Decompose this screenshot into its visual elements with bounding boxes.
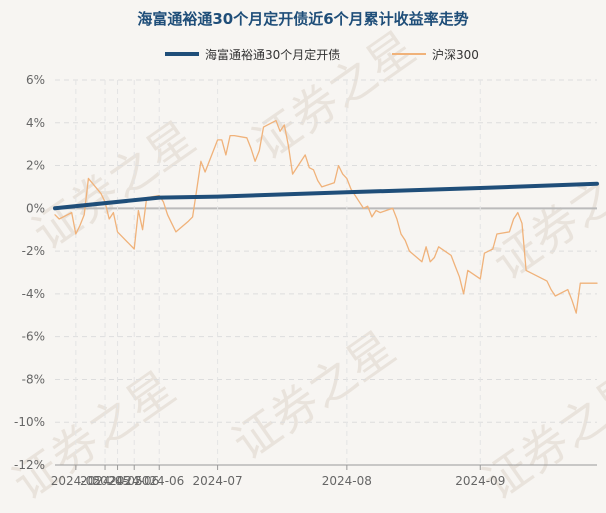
y-tick-label: 0% (26, 201, 45, 215)
x-tick-label: 2024-05 (80, 474, 130, 488)
x-tick-label: 2024-09 (455, 474, 505, 488)
x-tick-label: 2024-07 (193, 474, 243, 488)
legend-swatch-fund (165, 52, 199, 56)
y-tick-label: -10% (14, 415, 45, 429)
x-tick-label: 2024-08 (322, 474, 372, 488)
y-tick-label: -4% (22, 287, 45, 301)
line-chart: 6%4%2%0%-2%-4%-6%-8%-10%-12%2024-052024-… (14, 73, 599, 488)
x-tick-label: 2024-06 (109, 474, 159, 488)
chart-title: 海富通裕通30个月定开债近6个月累计收益率走势 (137, 10, 469, 28)
y-tick-label: -8% (22, 372, 45, 386)
y-tick-label: -2% (22, 244, 45, 258)
legend: 海富通裕通30个月定开债 沪深300 (0, 44, 606, 64)
legend-item-index: 沪深300 (392, 44, 479, 64)
legend-label-index: 沪深300 (432, 47, 479, 62)
x-tick-label: 2024-05 (92, 474, 142, 488)
fund-series-line (53, 181, 599, 211)
legend-label-fund: 海富通裕通30个月定开债 (205, 47, 341, 62)
x-tick-label: 2024-06 (134, 474, 184, 488)
x-tick-label: 2024-05 (51, 474, 101, 488)
legend-swatch-index (392, 53, 426, 55)
y-tick-label: 6% (26, 73, 45, 87)
y-tick-label: -6% (22, 330, 45, 344)
hs300-series-line (54, 119, 598, 314)
y-tick-label: 2% (26, 159, 45, 173)
y-tick-label: 4% (26, 116, 45, 130)
legend-item-fund: 海富通裕通30个月定开债 (165, 44, 340, 64)
y-tick-label: -12% (14, 458, 45, 472)
